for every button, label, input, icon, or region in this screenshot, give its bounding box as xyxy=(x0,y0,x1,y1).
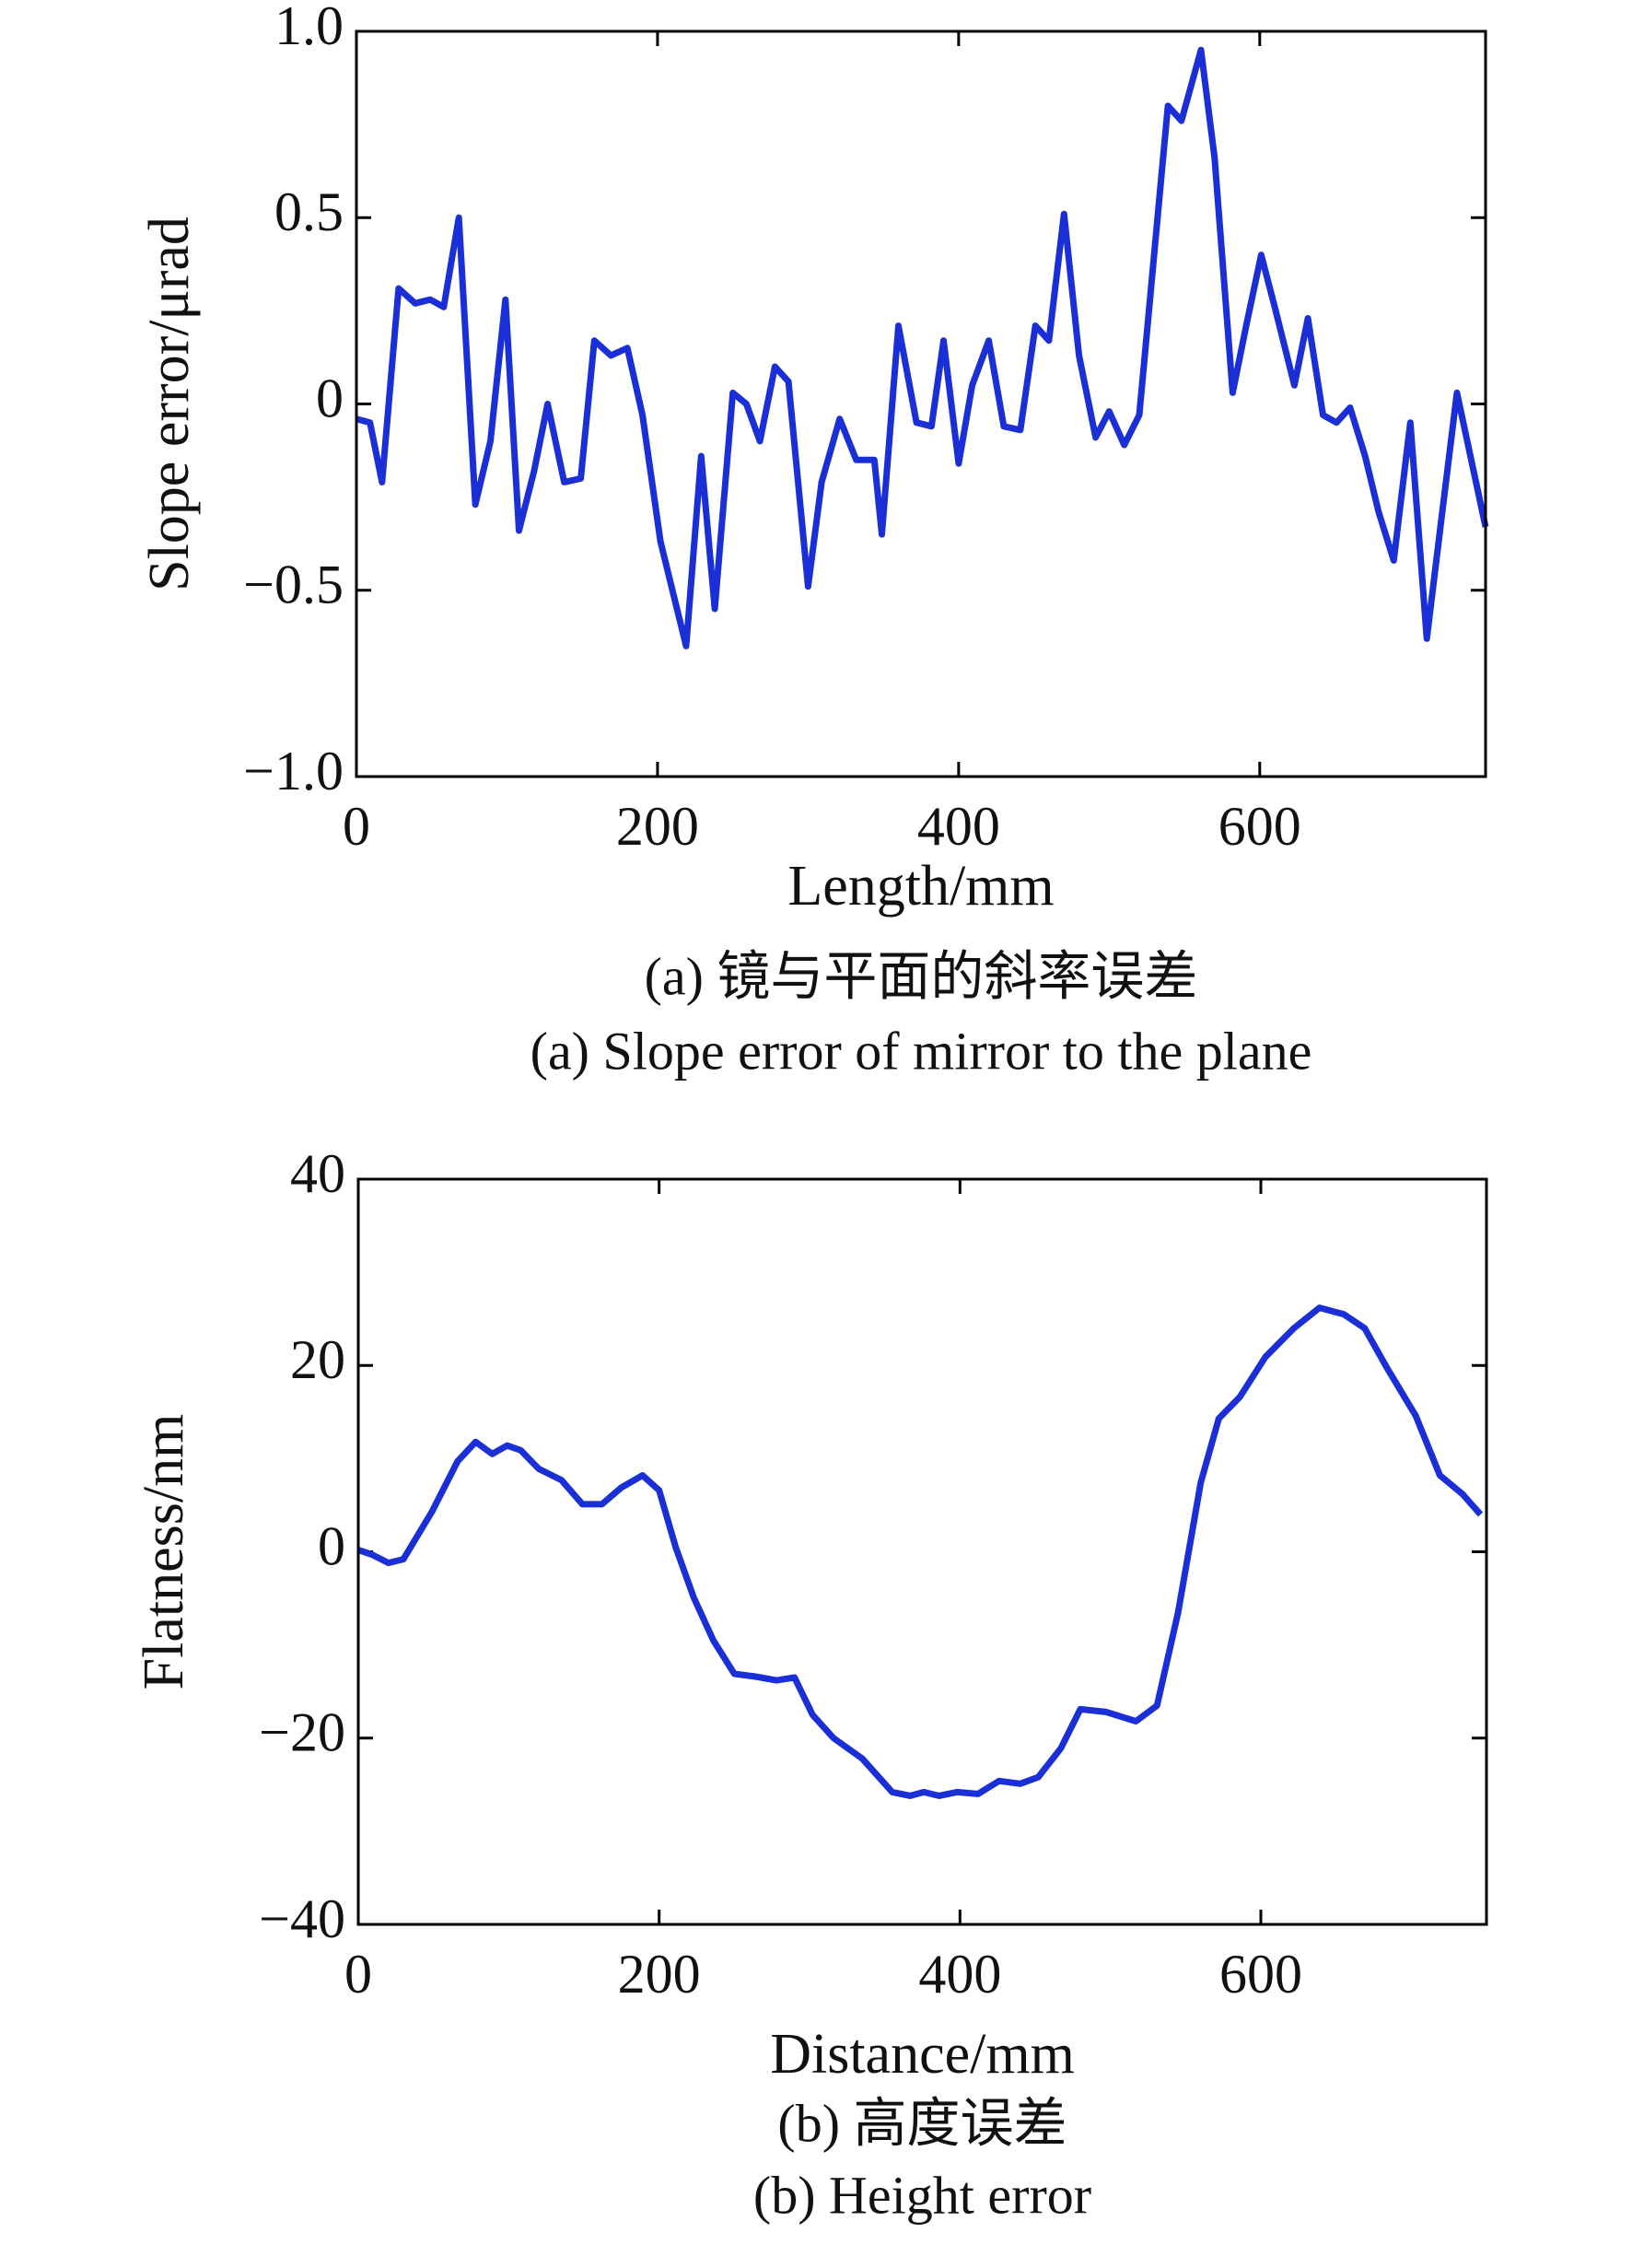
y-axis-label: Slope error/μrad xyxy=(138,216,201,591)
caption: (b) 高度误差 xyxy=(777,2093,1067,2153)
y-tick-label: 40 xyxy=(290,1143,345,1204)
y-tick-label: 20 xyxy=(290,1329,345,1390)
caption: (a) 镜与平面的斜率误差 xyxy=(645,946,1198,1006)
y-tick-label: 1.0 xyxy=(274,0,344,56)
y-tick-label: 0 xyxy=(316,368,344,428)
x-tick-label: 0 xyxy=(344,1944,372,2005)
caption: (a) Slope error of mirror to the plane xyxy=(530,1021,1312,1081)
x-axis-label: Length/mm xyxy=(787,855,1054,918)
x-tick-label: 400 xyxy=(918,1944,1001,2005)
caption: (b) Height error xyxy=(753,2165,1091,2225)
x-tick-label: 200 xyxy=(616,796,699,857)
data-line xyxy=(356,1304,1484,1799)
y-axis-label: Flatness/nm xyxy=(133,1414,195,1690)
x-tick-label: 400 xyxy=(917,796,1000,857)
y-tick-label: −20 xyxy=(259,1702,345,1763)
y-tick-label: −40 xyxy=(259,1888,345,1949)
plot-frame xyxy=(355,29,1487,778)
y-tick-label: 0 xyxy=(318,1515,345,1576)
x-tick-label: 200 xyxy=(618,1944,701,2005)
y-tick-label: 0.5 xyxy=(274,181,344,242)
y-tick-label: −1.0 xyxy=(243,741,344,801)
x-tick-label: 600 xyxy=(1218,796,1301,857)
plot-frame xyxy=(356,1177,1488,1926)
data-line xyxy=(356,46,1489,649)
x-axis-label: Distance/mm xyxy=(770,2023,1075,2086)
x-tick-label: 600 xyxy=(1219,1944,1302,2005)
x-tick-label: 0 xyxy=(343,796,370,857)
y-tick-label: −0.5 xyxy=(243,555,344,615)
